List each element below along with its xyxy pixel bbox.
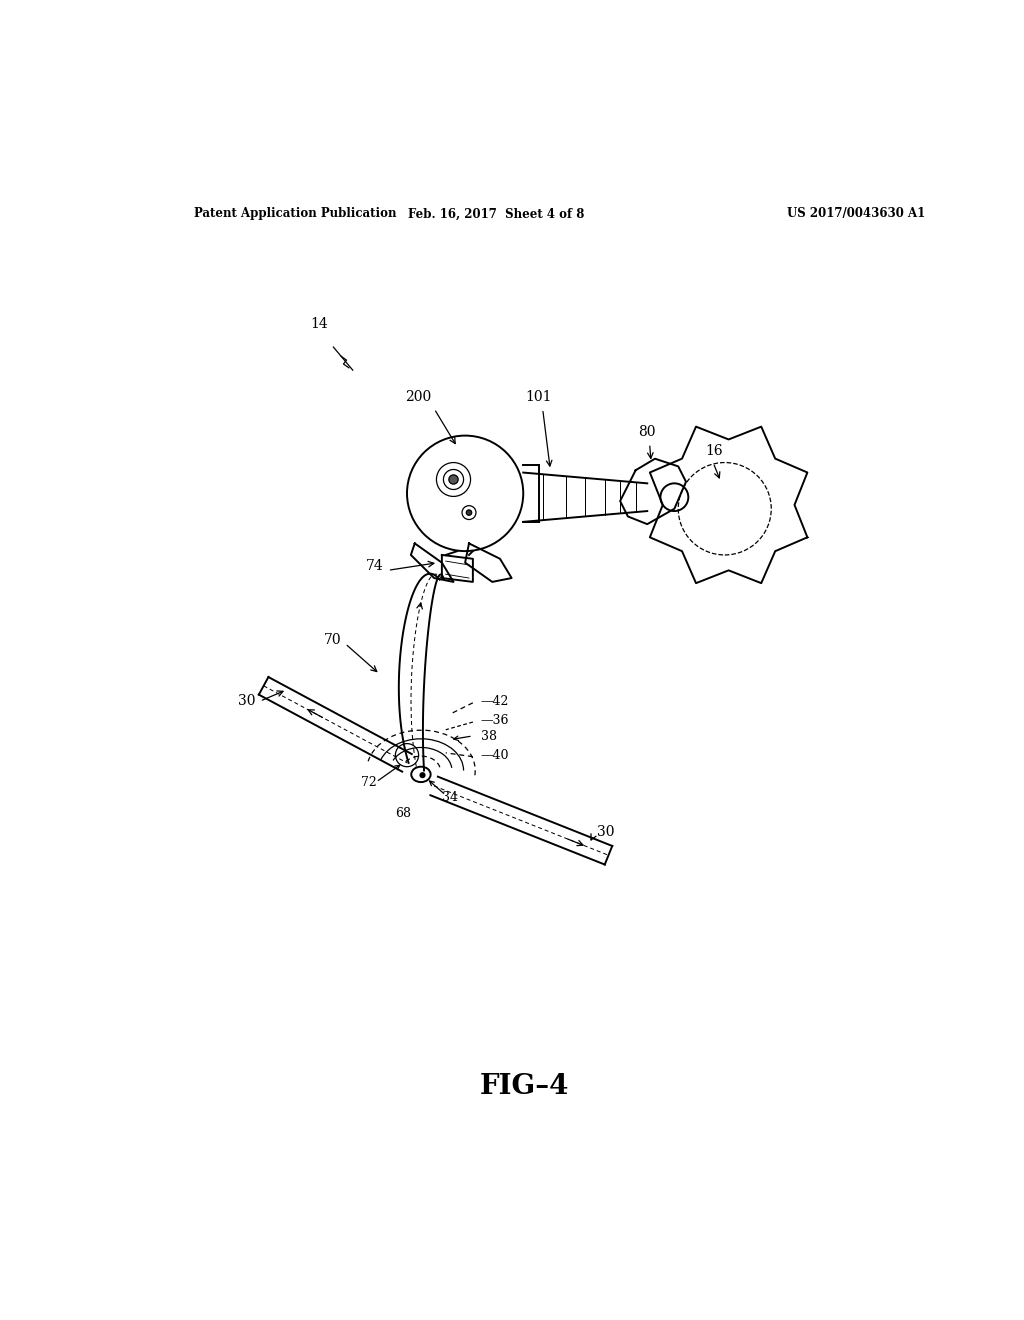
Text: 80: 80 (639, 425, 656, 438)
Text: US 2017/0043630 A1: US 2017/0043630 A1 (786, 207, 925, 220)
Text: 30: 30 (239, 694, 256, 708)
Text: —40: —40 (480, 748, 509, 762)
Text: FIG–4: FIG–4 (480, 1073, 569, 1100)
Text: 72: 72 (360, 776, 376, 789)
Text: 101: 101 (525, 389, 552, 404)
Text: Patent Application Publication: Patent Application Publication (194, 207, 396, 220)
Text: Feb. 16, 2017  Sheet 4 of 8: Feb. 16, 2017 Sheet 4 of 8 (408, 207, 585, 220)
Circle shape (466, 510, 472, 515)
Text: 68: 68 (395, 807, 412, 820)
Text: 200: 200 (406, 389, 432, 404)
Circle shape (449, 475, 458, 484)
Circle shape (420, 772, 426, 779)
Text: 30: 30 (597, 825, 614, 840)
Text: 74: 74 (366, 560, 384, 573)
Text: 14: 14 (310, 317, 328, 331)
Text: 34: 34 (442, 792, 458, 804)
Text: —36: —36 (480, 714, 509, 727)
Text: 70: 70 (324, 632, 341, 647)
Text: —42: —42 (480, 696, 509, 708)
Text: 38: 38 (480, 730, 497, 743)
Text: 16: 16 (706, 444, 723, 458)
